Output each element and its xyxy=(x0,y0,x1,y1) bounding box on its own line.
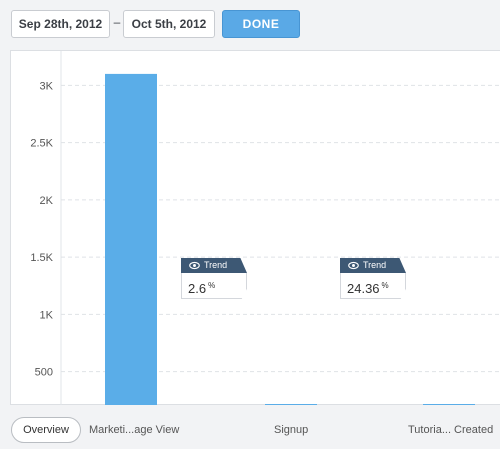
trend-value-box: 24.36% xyxy=(340,273,406,299)
y-tick-label: 2K xyxy=(40,195,54,207)
trend-value-box: 2.6% xyxy=(181,273,247,299)
eye-icon xyxy=(189,261,200,270)
y-tick-label: 2.5K xyxy=(30,138,53,150)
trend-title: Trend xyxy=(204,260,228,270)
category-label-marketing[interactable]: Marketi...age View xyxy=(89,424,180,436)
trend-title: Trend xyxy=(363,260,387,270)
chart-panel: 500 1K 1.5K 2K 2.5K 3K Trend 2.6% Trend 24.36… xyxy=(10,50,500,406)
trend-value: 2.6 xyxy=(188,281,207,296)
eye-icon xyxy=(348,261,359,270)
start-date-field[interactable]: Sep 28th, 2012 xyxy=(11,10,110,38)
done-button[interactable]: DONE xyxy=(222,10,300,38)
trend-badge-header: Trend xyxy=(181,258,247,273)
overview-button[interactable]: Overview xyxy=(11,417,81,443)
category-label-signup[interactable]: Signup xyxy=(274,424,309,436)
trend-value: 24.36 xyxy=(347,281,380,296)
y-tick-label: 500 xyxy=(35,367,53,379)
y-tick-label: 3K xyxy=(40,80,54,92)
bar-chart: 500 1K 1.5K 2K 2.5K 3K xyxy=(30,51,500,406)
category-label-tutorial[interactable]: Tutoria... Created xyxy=(408,424,494,436)
date-separator: – xyxy=(113,15,121,29)
trend-badge-header: Trend xyxy=(340,258,406,273)
y-tick-label: 1.5K xyxy=(30,252,53,264)
category-bar: Overview Marketi...age View Signup Tutor… xyxy=(0,405,500,449)
trend-unit: % xyxy=(208,281,216,290)
end-date-field[interactable]: Oct 5th, 2012 xyxy=(123,10,215,38)
date-toolbar: Sep 28th, 2012 – Oct 5th, 2012 DONE xyxy=(0,0,500,50)
bar[interactable] xyxy=(105,73,157,406)
y-tick-label: 1K xyxy=(40,309,54,321)
trend-badge-signup[interactable]: Trend 24.36% xyxy=(340,258,406,299)
trend-unit: % xyxy=(381,281,389,290)
trend-badge-marketing[interactable]: Trend 2.6% xyxy=(181,258,247,299)
